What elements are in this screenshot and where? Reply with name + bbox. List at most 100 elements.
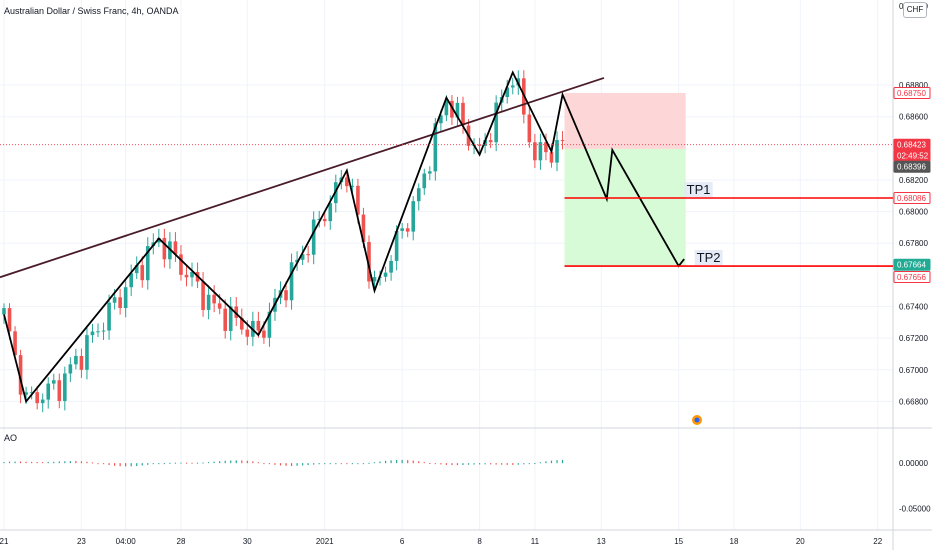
price-badge: 0.68086 <box>893 191 931 204</box>
candle-body <box>372 277 377 282</box>
price-badge-label: 02:49:52 <box>897 152 929 161</box>
price-badge: 02:49:52 <box>893 149 931 162</box>
time-axis-label: 8 <box>477 537 482 546</box>
candle-body <box>68 364 73 374</box>
ao-bar <box>80 461 83 464</box>
ao-bar <box>147 463 149 465</box>
candle-body <box>510 85 515 88</box>
ao-bar <box>263 463 265 465</box>
candle-body <box>428 171 432 174</box>
candle-body <box>228 306 233 331</box>
ao-bar <box>467 463 470 465</box>
time-axis-label: 18 <box>730 537 739 546</box>
candle-body <box>63 373 67 401</box>
target-label-bg <box>684 181 713 197</box>
time-axis-label: 28 <box>177 537 186 546</box>
candle-body <box>505 87 510 98</box>
price-badge-box <box>893 86 931 99</box>
ao-bar <box>373 462 376 464</box>
candle-body <box>29 392 34 394</box>
price-axis-label: 0.68600 <box>899 113 928 122</box>
ao-bar <box>501 463 503 465</box>
candle-body <box>74 355 78 365</box>
ao-bar <box>561 459 564 464</box>
candle-body <box>555 139 559 163</box>
ao-bar <box>506 463 508 465</box>
ao-bar <box>423 462 425 464</box>
ao-bar <box>296 463 298 466</box>
time-axis-label: 11 <box>531 537 540 546</box>
currency-button[interactable]: CHF <box>903 2 927 18</box>
ao-bar <box>241 460 243 464</box>
candle-body <box>422 173 427 189</box>
candle-body <box>262 330 266 338</box>
candle-body <box>40 399 45 404</box>
ao-bar <box>257 462 259 464</box>
ao-bar <box>86 461 88 464</box>
candle-body <box>7 308 12 332</box>
ao-bar <box>534 463 536 465</box>
candle-body <box>295 259 299 263</box>
price-axis-label: 0.67200 <box>899 334 928 343</box>
time-axis-label: 13 <box>597 537 606 546</box>
candle-body <box>129 273 133 288</box>
ao-bar <box>512 463 514 465</box>
price-axis-label: 0.68800 <box>899 81 928 90</box>
candle-body <box>173 241 178 255</box>
ao-indicator-label[interactable]: AO <box>4 433 18 443</box>
candle-body <box>24 392 28 395</box>
ao-bar <box>274 463 276 465</box>
ao-bar <box>346 463 348 465</box>
ao-bar <box>268 463 271 465</box>
ao-bar <box>528 463 530 465</box>
symbol-title[interactable]: Australian Dollar / Swiss Franc, 4h, OAN… <box>4 6 179 16</box>
candle-body <box>455 102 460 118</box>
ao-bar <box>484 463 486 465</box>
candle-body <box>184 274 189 278</box>
candle-body <box>383 272 388 277</box>
ao-bar <box>169 462 171 464</box>
ao-bar <box>191 462 193 464</box>
price-axis: 0.690000.688000.686000.682000.680000.678… <box>899 2 928 406</box>
zigzag-pattern <box>3 70 685 404</box>
ao-bar <box>351 463 353 465</box>
ao-bar <box>495 463 497 465</box>
candle-body <box>239 317 244 330</box>
ao-bar <box>384 460 387 464</box>
ao-bar <box>335 463 337 465</box>
candle-body <box>328 203 333 222</box>
ao-bar <box>473 463 475 465</box>
ao-bar <box>285 463 287 466</box>
candle-body <box>107 302 111 331</box>
time-axis: 21 23 04:00 28 30 2021 6 8 11 13 15 18 20 22 <box>0 537 883 546</box>
candle-body <box>527 114 532 143</box>
candle-body <box>51 380 56 384</box>
ao-bar <box>141 463 143 466</box>
ao-bar <box>445 463 447 465</box>
time-axis-label: 22 <box>873 537 882 546</box>
price-axis-label: 0.67000 <box>899 366 928 375</box>
candle-body <box>284 290 288 301</box>
ao-bar <box>340 463 342 465</box>
candle-body <box>433 123 438 172</box>
ao-bar <box>456 463 459 466</box>
ao-bar <box>429 462 431 464</box>
ao-bar <box>42 462 44 464</box>
ao-bar <box>556 460 558 464</box>
ao-bar <box>208 462 210 464</box>
ao-bar <box>58 461 60 464</box>
ao-bar <box>230 460 232 464</box>
price-badge: 0.67656 <box>893 271 931 284</box>
candle-body <box>538 142 543 161</box>
ao-bar <box>252 461 254 464</box>
target-label: TP2 <box>697 250 721 265</box>
candle-body <box>367 242 371 282</box>
candle-body <box>18 355 23 395</box>
price-axis-label: 0.66800 <box>899 397 928 406</box>
candle-body <box>411 201 416 232</box>
ao-bar <box>246 460 248 464</box>
candle-body <box>267 311 272 338</box>
candle-body <box>85 335 89 370</box>
